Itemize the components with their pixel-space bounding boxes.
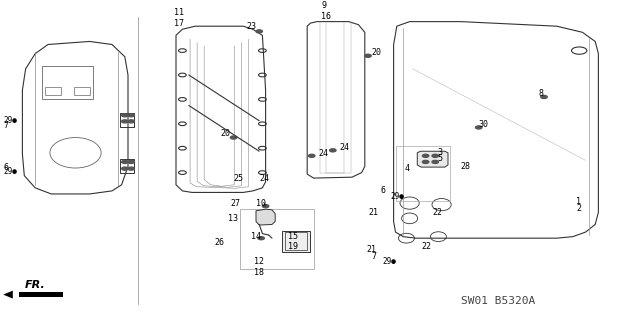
Circle shape: [422, 160, 429, 163]
Text: 1: 1: [576, 197, 581, 206]
Text: 26: 26: [214, 238, 225, 247]
Text: 24: 24: [319, 149, 329, 158]
Polygon shape: [176, 26, 266, 192]
Text: 20: 20: [371, 48, 381, 56]
Text: 23: 23: [246, 22, 257, 31]
Circle shape: [128, 120, 134, 123]
Text: FR.: FR.: [24, 280, 45, 291]
Polygon shape: [394, 22, 598, 238]
Circle shape: [256, 30, 262, 33]
Circle shape: [422, 154, 429, 157]
Text: 29●: 29●: [3, 116, 17, 125]
Circle shape: [476, 126, 482, 129]
Text: 29●: 29●: [390, 192, 404, 201]
Polygon shape: [256, 209, 275, 225]
Text: 15
19: 15 19: [288, 232, 298, 251]
Text: 21: 21: [366, 245, 376, 254]
Circle shape: [308, 154, 315, 157]
Circle shape: [230, 136, 237, 139]
Text: 7: 7: [3, 121, 8, 130]
Circle shape: [128, 114, 134, 117]
Polygon shape: [417, 151, 448, 167]
Text: 5: 5: [437, 154, 442, 163]
Text: 22: 22: [421, 242, 431, 251]
Bar: [74, 87, 90, 95]
Text: 27: 27: [230, 199, 241, 208]
Bar: [282, 231, 310, 252]
Polygon shape: [3, 291, 13, 299]
Circle shape: [258, 237, 264, 240]
Bar: [120, 113, 134, 127]
Text: 3: 3: [437, 148, 442, 157]
Bar: [240, 209, 314, 269]
Circle shape: [330, 149, 336, 152]
Circle shape: [122, 167, 128, 170]
Text: 10: 10: [256, 199, 266, 208]
Text: 29●: 29●: [3, 167, 17, 176]
Polygon shape: [22, 41, 128, 194]
Text: 24: 24: [259, 174, 269, 182]
Text: 22: 22: [432, 208, 442, 217]
Bar: [396, 146, 450, 201]
Text: 21: 21: [368, 208, 378, 217]
Circle shape: [128, 160, 134, 163]
Text: 25: 25: [234, 174, 244, 182]
Circle shape: [122, 120, 128, 123]
Text: 2: 2: [576, 204, 581, 213]
Text: 7: 7: [371, 252, 376, 261]
Text: 20: 20: [221, 130, 231, 138]
Text: 28: 28: [461, 162, 471, 171]
Text: 8: 8: [539, 89, 544, 98]
Circle shape: [541, 95, 547, 99]
Circle shape: [432, 160, 438, 163]
Bar: [45, 87, 61, 95]
Text: 12
18: 12 18: [254, 257, 264, 277]
Text: 24: 24: [339, 143, 349, 152]
Circle shape: [122, 114, 128, 117]
Text: 14: 14: [251, 232, 261, 241]
Circle shape: [262, 204, 269, 208]
Text: 4: 4: [404, 164, 410, 173]
Text: 11
17: 11 17: [174, 8, 184, 28]
Text: 29●: 29●: [383, 257, 397, 266]
Bar: [120, 159, 134, 173]
Circle shape: [128, 167, 134, 170]
Polygon shape: [307, 22, 365, 178]
Circle shape: [365, 54, 371, 57]
Text: SW01 B5320A: SW01 B5320A: [461, 296, 535, 306]
Text: 6: 6: [381, 186, 386, 196]
Bar: [42, 66, 93, 100]
Bar: [285, 232, 307, 250]
Text: 13: 13: [228, 214, 239, 223]
Text: 6: 6: [3, 163, 8, 172]
Polygon shape: [19, 293, 63, 297]
Text: 30: 30: [479, 120, 489, 129]
Circle shape: [432, 154, 438, 157]
Circle shape: [122, 160, 128, 163]
Text: 9
16: 9 16: [321, 1, 332, 21]
